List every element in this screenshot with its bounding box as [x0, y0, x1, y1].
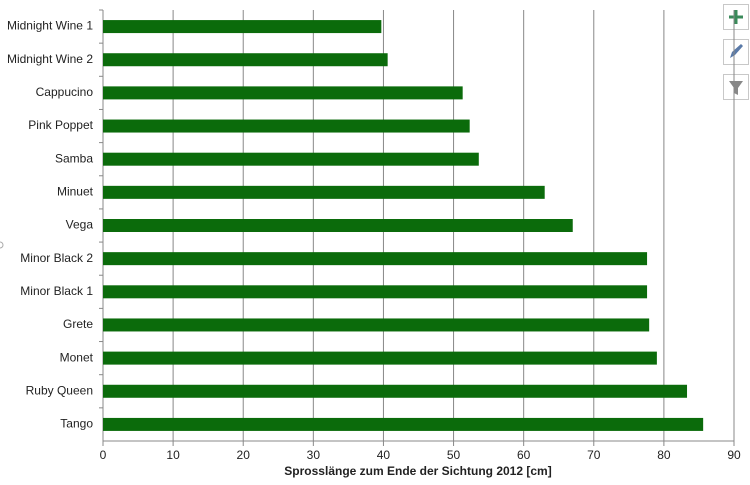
y-tick-label: Tango	[60, 417, 93, 431]
bar	[103, 53, 388, 67]
y-tick-label: Ruby Queen	[26, 383, 93, 397]
bar	[103, 152, 479, 166]
bar	[103, 86, 463, 100]
bar	[103, 219, 573, 232]
chart-buttons	[723, 4, 749, 100]
x-tick-label: 10	[166, 448, 180, 462]
y-tick-label: Grete	[63, 317, 93, 331]
bar	[103, 384, 688, 398]
x-tick-label: 20	[237, 448, 251, 462]
x-tick-label: 30	[307, 448, 321, 462]
resize-handle[interactable]	[0, 241, 4, 249]
bar	[103, 351, 657, 365]
x-tick-label: 80	[657, 448, 671, 462]
x-tick-label: 60	[517, 448, 531, 462]
y-tick-label: Vega	[66, 218, 94, 232]
y-tick-label: Minor Black 1	[20, 284, 93, 298]
bar	[103, 185, 545, 199]
y-tick-label: Midnight Wine 1	[7, 19, 93, 33]
style-button[interactable]	[723, 39, 749, 65]
y-tick-label: Midnight Wine 2	[7, 52, 93, 66]
y-tick-label: Cappucino	[36, 85, 94, 99]
add-element-button[interactable]	[723, 4, 749, 30]
x-tick-label: 50	[447, 448, 461, 462]
y-tick-label: Minor Black 2	[20, 251, 93, 265]
x-tick-label: 40	[377, 448, 391, 462]
bar	[103, 417, 704, 431]
bar	[103, 252, 648, 266]
x-tick-label: 0	[100, 448, 107, 462]
y-tick-label: Minuet	[57, 185, 94, 199]
bar	[103, 318, 650, 332]
bar	[103, 285, 648, 299]
y-tick-label: Pink Poppet	[28, 118, 93, 132]
x-tick-label: 70	[587, 448, 601, 462]
filter-button[interactable]	[723, 74, 749, 100]
x-axis-title: Sprosslänge zum Ende der Sichtung 2012 […	[284, 464, 551, 478]
x-tick-label: 90	[727, 448, 741, 462]
bar	[103, 119, 470, 133]
y-tick-label: Monet	[60, 350, 94, 364]
y-tick-label: Samba	[55, 151, 93, 165]
bar	[103, 20, 382, 34]
